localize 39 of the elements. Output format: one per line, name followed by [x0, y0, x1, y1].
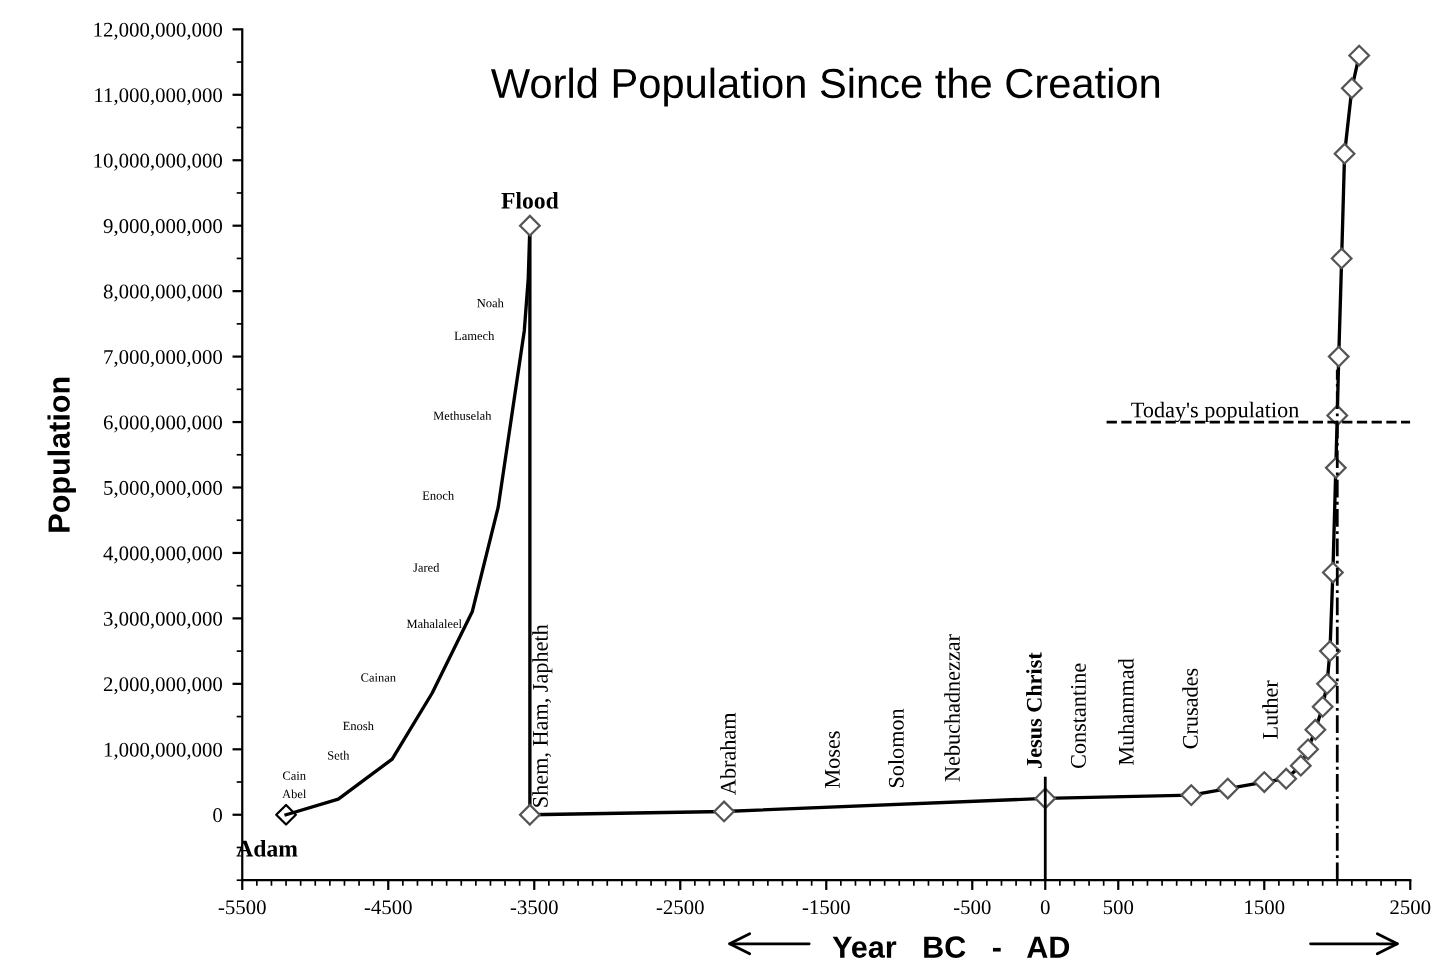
text: World Population Since the Creation: [491, 67, 1160, 107]
y-tick-label: 12,000,000,000: [94, 22, 223, 40]
y-tick-label: 10,000,000,000: [94, 153, 223, 171]
x-tick-label: -5500: [218, 900, 266, 915]
x-tick-label: -3500: [510, 900, 558, 915]
annotation: Crusades: [1182, 668, 1198, 749]
x-tick-label: 2500: [1390, 900, 1431, 915]
y-tick-label: 7,000,000,000: [104, 349, 223, 368]
annotation: Constantine: [1070, 663, 1086, 769]
y-tick-label: 6,000,000,000: [103, 415, 223, 433]
point: [275, 803, 297, 826]
annotation: Jesus Christ: [1026, 652, 1042, 768]
y-tick-label: 4,000,000,000: [103, 546, 223, 564]
x-tick-label: -4500: [364, 900, 412, 915]
x-tick-label: 500: [1103, 900, 1134, 915]
annotation: Moses: [825, 731, 840, 788]
annotation: Solomon: [888, 708, 904, 788]
y-tick-label: 1,000,000,000: [104, 742, 223, 760]
y-tick-label: 8,000,000,000: [103, 284, 223, 302]
y-tick-label: 9,000,000,000: [103, 219, 223, 237]
annotation: Flood: [501, 192, 559, 209]
x-tick-label: 1500: [1245, 900, 1285, 915]
x-tick-label: 0: [1040, 900, 1050, 915]
y-tick-label: 3,000,000,000: [104, 611, 223, 629]
y-axis-title: Population: [47, 377, 76, 532]
x-tick-label: -500: [953, 900, 991, 915]
y-tick-label: 2,000,000,000: [103, 677, 223, 695]
ref-line-label: Today's population: [1131, 401, 1299, 423]
annotation: Luther: [1262, 680, 1278, 739]
x-tick-label: -2500: [656, 900, 704, 915]
annotation: Abraham: [720, 712, 736, 795]
annotation: Nebuchadnezzar: [944, 634, 960, 782]
y-tick-label: 0: [213, 808, 223, 823]
y-tick-label: 5,000,000,000: [104, 480, 223, 498]
x-tick-label: -1500: [802, 900, 850, 915]
annotation: Shem, Ham, Japheth: [532, 624, 553, 807]
x-axis-title: Year BC - AD: [832, 936, 1070, 958]
y-tick-label: 11,000,000,000: [95, 88, 223, 106]
annotation: Muhammad: [1118, 658, 1134, 766]
